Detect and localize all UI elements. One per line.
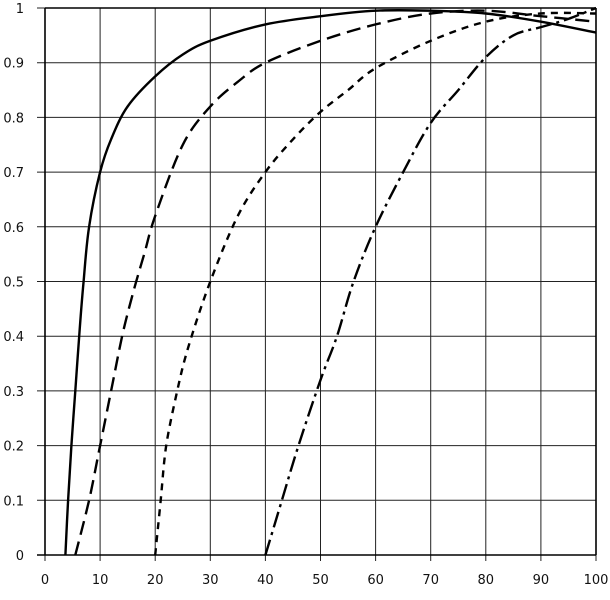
axes	[37, 7, 597, 556]
x-tick-label: 40	[257, 573, 274, 588]
series-short-dash-line	[154, 11, 597, 556]
y-tick-label: 0.8	[3, 111, 24, 126]
y-tick-label: 0.1	[3, 494, 24, 509]
x-tick-label: 60	[367, 573, 384, 588]
series-dash-dot-line	[264, 6, 597, 556]
y-tick-label: 0.3	[3, 385, 24, 400]
y-tick-label: 0.5	[3, 276, 24, 291]
y-tick-label: 0.9	[3, 57, 24, 72]
y-tick-label: 0.4	[3, 330, 24, 345]
x-tick-label: 30	[202, 573, 219, 588]
x-tick-label: 0	[41, 573, 49, 588]
y-axis-tick-labels: 0 0.1 0.2 0.3 0.4 0.5 0.6 0.7 0.8 0.9 1	[3, 2, 24, 564]
x-tick-label: 50	[312, 573, 329, 588]
x-tick-label: 90	[533, 573, 550, 588]
y-tick-label: 0.6	[3, 221, 24, 236]
series-solid-line	[64, 8, 597, 556]
x-tick-label: 10	[92, 573, 109, 588]
x-tick-label: 80	[478, 573, 495, 588]
x-tick-label: 100	[584, 573, 609, 588]
y-tick-label: 0.7	[3, 166, 24, 181]
data-series	[64, 6, 597, 556]
y-tick-label: 1	[16, 2, 24, 17]
y-tick-label: 0.2	[3, 440, 24, 455]
series-long-dash-line	[74, 9, 597, 556]
x-axis-tick-labels: 0 10 20 30 40 50 60 70 80 90 100	[41, 573, 609, 588]
x-tick-label: 70	[422, 573, 439, 588]
y-tick-label: 0	[16, 549, 24, 564]
x-tick-label: 20	[147, 573, 164, 588]
grid-lines	[37, 7, 597, 561]
